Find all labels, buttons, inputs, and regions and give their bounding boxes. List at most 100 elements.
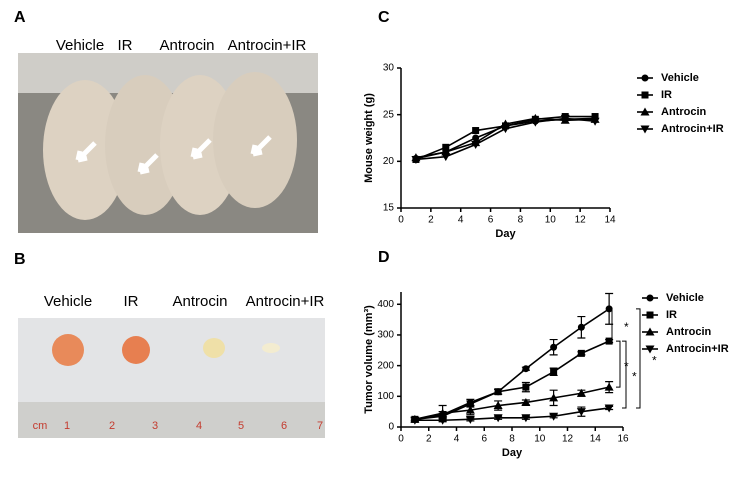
marker: [604, 404, 614, 413]
x-tick-label: 2: [426, 434, 432, 445]
y-tick-label: 400: [377, 299, 394, 310]
ruler-label: 2: [109, 420, 115, 432]
ruler-label: 5: [238, 420, 244, 432]
marker: [410, 416, 420, 425]
panel-label: D: [378, 249, 390, 266]
axes: [400, 68, 610, 209]
caption: Antrocin+IR: [246, 293, 325, 310]
marker: [521, 397, 531, 406]
caption: Vehicle: [44, 293, 92, 310]
legend-label: Antrocin: [666, 326, 712, 338]
marker: [549, 393, 559, 402]
x-tick-label: 4: [458, 215, 464, 226]
marker: [604, 382, 614, 391]
y-tick-label: 30: [383, 63, 395, 74]
x-tick-label: 14: [604, 215, 616, 226]
marker: [521, 414, 531, 423]
significance-star: *: [632, 370, 637, 384]
x-tick-label: 12: [562, 434, 574, 445]
x-axis-label: Day: [495, 228, 516, 240]
marker: [501, 125, 510, 134]
x-axis-label: Day: [502, 447, 523, 459]
marker: [576, 408, 586, 417]
legend-label: Vehicle: [661, 72, 699, 84]
marker: [472, 127, 480, 135]
y-tick-label: 100: [377, 391, 394, 402]
marker: [522, 365, 530, 373]
series-line: [414, 386, 610, 421]
ruler-label: 1: [64, 420, 70, 432]
x-tick-label: 4: [454, 434, 460, 445]
marker: [411, 155, 421, 164]
marker: [465, 415, 475, 424]
x-tick-label: 6: [488, 215, 494, 226]
significance-star: *: [652, 354, 657, 368]
x-tick-label: 2: [428, 215, 434, 226]
y-axis-label: Mouse weight (g): [363, 93, 375, 183]
marker: [471, 141, 481, 150]
marker: [560, 114, 570, 123]
marker: [530, 118, 540, 127]
marker: [438, 408, 448, 417]
panel-label: B: [14, 251, 26, 268]
significance-bracket: [616, 340, 621, 388]
caption: IR: [124, 293, 139, 310]
ruler-label: 7: [317, 420, 323, 432]
x-tick-label: 6: [481, 434, 487, 445]
legend-label: Antrocin+IR: [666, 343, 729, 355]
y-tick-label: 15: [383, 203, 395, 214]
legend-label: Antrocin: [661, 106, 707, 118]
x-tick-label: 12: [575, 215, 587, 226]
legend-label: IR: [661, 89, 672, 101]
marker: [646, 294, 654, 302]
marker: [494, 388, 502, 396]
ruler-label: 4: [196, 420, 202, 432]
y-tick-label: 25: [383, 109, 395, 120]
marker: [465, 405, 475, 414]
marker: [640, 125, 650, 134]
marker: [550, 368, 558, 376]
legend-label: IR: [666, 309, 677, 321]
marker: [493, 414, 503, 423]
marker: [641, 91, 649, 99]
x-tick-label: 14: [590, 434, 602, 445]
y-tick-label: 20: [383, 156, 395, 167]
significance-bracket: [636, 308, 641, 409]
significance-bracket: [622, 340, 627, 409]
marker: [577, 323, 585, 331]
marker: [472, 134, 480, 142]
marker: [576, 388, 586, 397]
marker: [645, 345, 655, 354]
series-line: [414, 407, 610, 422]
marker: [549, 412, 559, 421]
panel-label: C: [378, 9, 390, 26]
series-line: [414, 340, 610, 421]
marker: [493, 401, 503, 410]
caption: Antrocin: [159, 37, 214, 54]
ruler-label: 6: [281, 420, 287, 432]
y-axis-label: Tumor volume (mm³): [363, 305, 375, 414]
caption: Vehicle: [56, 37, 104, 54]
significance-bracket: [608, 308, 613, 342]
marker: [442, 143, 450, 151]
x-tick-label: 8: [509, 434, 515, 445]
marker: [577, 349, 585, 357]
caption: Antrocin: [172, 293, 227, 310]
y-tick-label: 200: [377, 360, 394, 371]
legend-label: Antrocin+IR: [661, 123, 724, 135]
x-tick-label: 8: [518, 215, 524, 226]
marker: [466, 400, 474, 408]
marker: [550, 343, 558, 351]
ruler-label: 3: [152, 420, 158, 432]
marker: [438, 416, 448, 425]
marker: [640, 107, 650, 116]
x-tick-label: 0: [398, 434, 404, 445]
x-tick-label: 16: [617, 434, 629, 445]
marker: [646, 311, 654, 319]
y-tick-label: 0: [388, 422, 394, 433]
x-tick-label: 0: [398, 215, 404, 226]
panel-label: A: [14, 9, 26, 26]
y-tick-label: 300: [377, 330, 394, 341]
caption: IR: [118, 37, 133, 54]
